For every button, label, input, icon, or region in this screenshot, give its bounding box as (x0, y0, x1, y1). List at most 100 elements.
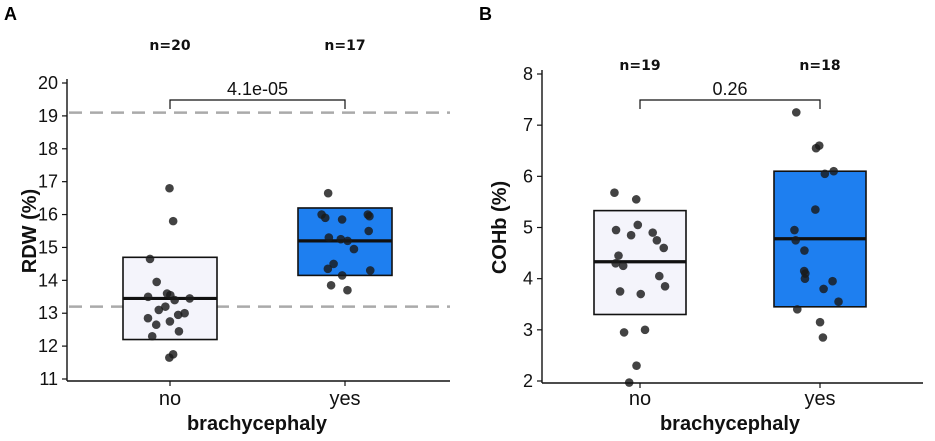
n-label-yes: n=18 (799, 58, 840, 74)
point-yes-15 (326, 280, 336, 290)
panel-a: A 11 12 13 14 15 16 17 18 19 20 no yes n=20 n=17 4.… (4, 4, 450, 435)
n-label-no: n=20 (149, 38, 190, 54)
point-yes-11 (329, 259, 338, 269)
point-no-7 (614, 251, 623, 260)
point-no-9 (161, 302, 170, 311)
point-no-17 (147, 331, 157, 341)
y-axis-title: RDW (%) (19, 189, 41, 273)
point-no-3 (611, 225, 621, 235)
point-no-19 (165, 353, 174, 362)
y-tick-label-5: 5 (523, 218, 533, 238)
y-ticks: 11 12 13 14 15 16 17 18 19 20 (38, 73, 67, 389)
x-categories: no yes (629, 383, 836, 410)
y-tick-label-2: 2 (523, 371, 533, 391)
y-tick-label-19: 19 (38, 106, 58, 126)
point-yes-9 (343, 236, 352, 246)
x-axis-title: brachycephaly (660, 413, 801, 435)
point-no-12 (615, 287, 625, 296)
point-no-2 (633, 220, 643, 230)
n-labels: n=20 n=17 (149, 38, 365, 54)
point-yes-8 (800, 246, 809, 255)
point-yes-17 (818, 333, 828, 342)
point-yes-0 (791, 108, 801, 117)
x-categories: no yes (159, 381, 361, 410)
point-no-15 (151, 320, 161, 330)
point-no-14 (165, 317, 175, 326)
panel-b: B 2 3 4 5 6 7 8 no yes n=19 n=18 0.26 COHb (%) b… (479, 4, 923, 435)
x-category-label-no: no (159, 388, 181, 410)
point-yes-2 (811, 143, 821, 153)
x-category-label-yes: yes (329, 388, 360, 410)
point-no-3 (152, 277, 161, 287)
boxes (593, 170, 867, 316)
bracket-line (639, 99, 821, 109)
y-tick-label-8: 8 (523, 64, 533, 84)
point-yes-14 (834, 297, 843, 306)
y-ticks: 2 3 4 5 6 7 8 (523, 64, 542, 391)
y-tick-label-11: 11 (39, 369, 58, 389)
y-tick-label-3: 3 (523, 320, 533, 340)
point-no-1 (168, 216, 178, 226)
significance-bracket: 0.26 (639, 79, 821, 109)
point-yes-14 (337, 271, 347, 280)
y-tick-label-6: 6 (523, 166, 533, 186)
panel-letter-b: B (479, 4, 492, 24)
point-no-4 (648, 228, 658, 237)
point-no-11 (180, 308, 189, 318)
point-no-0 (165, 183, 174, 193)
axes (66, 79, 450, 382)
point-yes-13 (365, 266, 375, 275)
panel-letter-a: A (4, 4, 17, 24)
point-yes-4 (320, 213, 330, 223)
point-yes-12 (828, 276, 837, 286)
points (143, 183, 375, 362)
point-yes-3 (365, 211, 374, 221)
x-category-label-no: no (629, 388, 651, 410)
y-tick-label-13: 13 (38, 303, 58, 323)
point-no-11 (660, 282, 670, 291)
p-value-label: 0.26 (712, 79, 747, 99)
p-value-label: 4.1e-05 (227, 79, 288, 99)
point-no-13 (636, 289, 646, 299)
y-axis-title: COHb (%) (489, 181, 511, 274)
y-tick-label-18: 18 (38, 139, 58, 159)
y-tick-label-7: 7 (523, 115, 533, 135)
point-no-16 (632, 361, 641, 370)
point-no-1 (631, 195, 641, 204)
point-no-6 (659, 243, 669, 253)
point-no-13 (143, 313, 153, 323)
point-yes-3 (829, 166, 839, 176)
y-tick-label-12: 12 (38, 336, 58, 356)
point-no-10 (655, 271, 664, 281)
point-yes-13 (819, 284, 828, 294)
point-yes-15 (792, 305, 802, 314)
x-category-label-yes: yes (804, 388, 835, 410)
point-yes-5 (811, 205, 820, 214)
point-no-9 (618, 261, 628, 271)
point-no-5 (626, 230, 636, 240)
y-tick-label-16: 16 (38, 205, 58, 225)
axes (541, 70, 923, 384)
point-no-8 (170, 295, 179, 305)
point-yes-6 (790, 225, 799, 235)
point-no-16 (174, 327, 184, 336)
n-label-yes: n=17 (324, 38, 365, 54)
box-yes (773, 170, 867, 308)
point-yes-6 (364, 226, 373, 236)
point-yes-0 (323, 188, 333, 198)
point-yes-8 (336, 234, 346, 244)
bracket-line (169, 99, 346, 109)
point-no-15 (619, 328, 629, 337)
point-yes-16 (815, 317, 825, 327)
significance-bracket: 4.1e-05 (169, 79, 346, 109)
y-tick-label-20: 20 (38, 73, 58, 93)
point-no-6 (143, 292, 153, 302)
point-yes-7 (324, 233, 334, 242)
point-yes-16 (343, 285, 352, 295)
point-yes-12 (323, 264, 333, 274)
point-yes-11 (800, 274, 810, 283)
x-axis-title: brachycephaly (187, 413, 328, 435)
point-no-12 (173, 310, 183, 320)
point-no-7 (185, 294, 195, 303)
